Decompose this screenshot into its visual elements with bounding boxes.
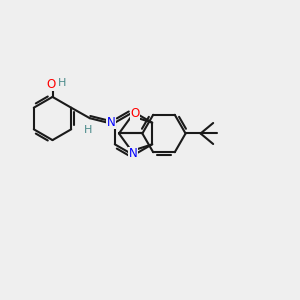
Text: N: N — [107, 116, 116, 129]
Text: O: O — [130, 106, 140, 119]
Text: N: N — [129, 148, 137, 160]
Text: O: O — [46, 78, 56, 91]
Text: H: H — [84, 124, 92, 135]
Text: H: H — [58, 77, 66, 88]
